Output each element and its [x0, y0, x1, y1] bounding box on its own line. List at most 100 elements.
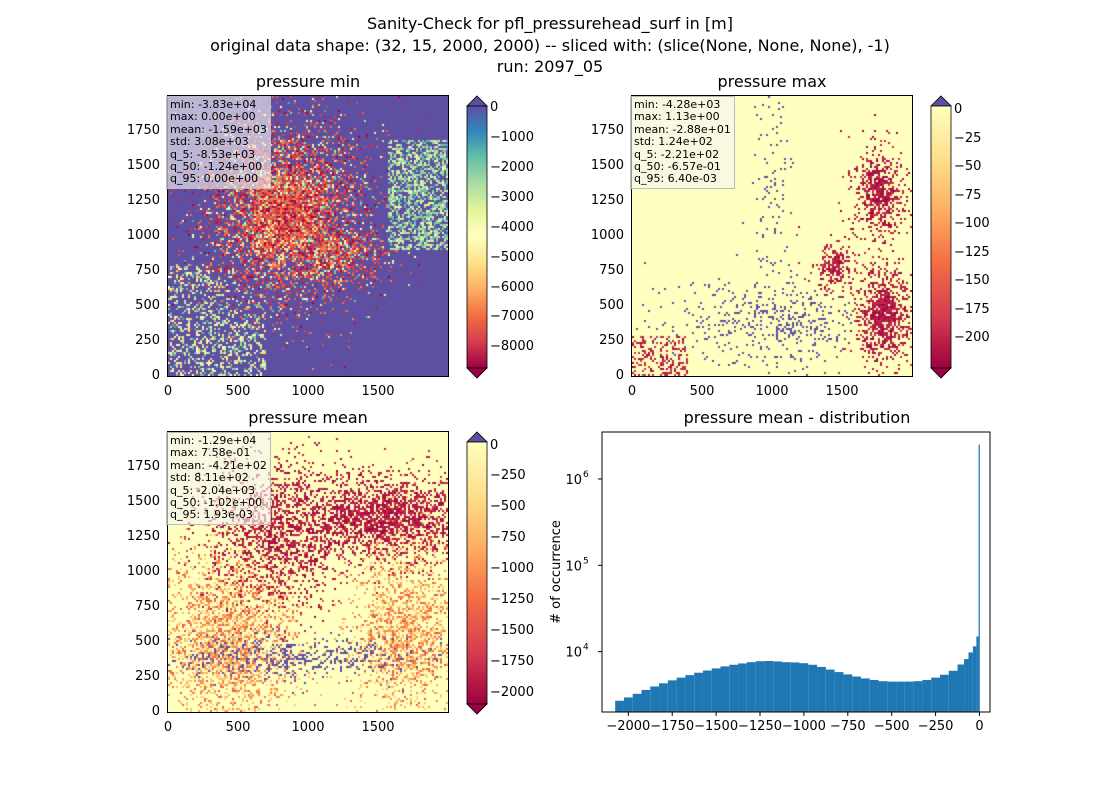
- cb-tick: −3000: [490, 190, 534, 205]
- y-tick: 1750: [126, 459, 160, 474]
- cb-tick: −500: [490, 499, 526, 514]
- x-tick: 1500: [361, 384, 395, 399]
- x-tick: 0: [163, 720, 173, 735]
- histogram-bar: [659, 683, 668, 712]
- histogram-bar: [904, 681, 914, 712]
- cb-tick: −125: [954, 245, 990, 260]
- y-tick: 0: [615, 368, 624, 383]
- stats-box-mean: min: -1.29e+04 max: 7.58e-01 mean: -4.21…: [166, 432, 271, 525]
- cb-tick: −6000: [490, 280, 534, 295]
- y-tick-exponent: 6: [583, 470, 589, 480]
- histogram-bar: [773, 661, 782, 712]
- y-tick: 1000: [590, 228, 624, 243]
- x-tick: 1000: [291, 384, 325, 399]
- figure-title-line1: Sanity-Check for pfl_pressurehead_surf i…: [367, 14, 733, 33]
- cb-tick: −7000: [490, 309, 534, 324]
- histogram-bar: [887, 681, 897, 712]
- histogram-bar: [825, 669, 835, 712]
- x-tick: 500: [225, 384, 251, 399]
- cb-tick: −8000: [490, 339, 534, 354]
- histogram-bar: [676, 677, 686, 712]
- x-tick-label: −500: [874, 719, 910, 734]
- cb-tick: −25: [954, 131, 982, 146]
- histogram-bar: [632, 693, 642, 712]
- histogram-bar: [964, 659, 969, 712]
- cb-tick: −75: [954, 188, 982, 203]
- panel-title-mean: pressure mean: [248, 408, 368, 427]
- histogram-bar: [694, 672, 703, 712]
- cb-tick: −2000: [490, 685, 534, 700]
- histogram-bar: [641, 689, 651, 712]
- hist-title: pressure mean - distribution: [683, 408, 911, 427]
- y-tick: 1500: [126, 158, 160, 173]
- cb-tick: −50: [954, 159, 982, 174]
- histogram-bar: [957, 664, 965, 712]
- x-tick-label: −1250: [738, 719, 782, 734]
- y-tick: 250: [135, 669, 160, 684]
- cb-tick: −1000: [490, 561, 534, 576]
- x-tick-label: −1500: [694, 719, 738, 734]
- colorbar-min: [466, 95, 488, 379]
- y-tick: 1500: [590, 158, 624, 173]
- histogram-bar: [781, 662, 791, 712]
- x-tick-label: −2000: [606, 719, 650, 734]
- cb-tick: −150: [954, 273, 990, 288]
- panel-title-min: pressure min: [255, 72, 361, 91]
- hist-x-ticks: −2000 −1750 −1500 −1250 −1000 −750 −500 −250 0: [606, 712, 984, 734]
- figure-title-line2: original data shape: (32, 15, 2000, 2000…: [210, 36, 890, 55]
- y-tick: 1750: [126, 123, 160, 138]
- y-tick: 250: [599, 333, 624, 348]
- cb-tick: −100: [954, 216, 990, 231]
- x-tick: 0: [163, 384, 173, 399]
- histogram-bar: [799, 663, 809, 712]
- x-tick-label: −1750: [650, 719, 694, 734]
- cb-tick: 0: [490, 438, 499, 453]
- histogram-bar: [913, 681, 923, 712]
- x-tick: 1500: [361, 720, 395, 735]
- cb-tick: −2000: [490, 160, 534, 175]
- y-tick: 500: [135, 634, 160, 649]
- y-tick-label: 10: [565, 473, 582, 488]
- colorbar-mean: [466, 431, 488, 715]
- cb-tick: −4000: [490, 220, 534, 235]
- histogram-bars: [615, 444, 980, 712]
- histogram-bar: [746, 662, 756, 712]
- y-tick: 0: [151, 368, 160, 383]
- y-tick: 250: [135, 333, 160, 348]
- y-tick: 1250: [126, 529, 160, 544]
- histogram-bar: [968, 652, 973, 712]
- histogram-bar: [939, 674, 949, 712]
- cb-tick: −1500: [490, 623, 534, 638]
- x-tick: 1000: [755, 384, 789, 399]
- x-tick: 0: [627, 384, 637, 399]
- histogram-bar: [869, 679, 879, 712]
- cb-tick: −1250: [490, 592, 534, 607]
- y-tick: 750: [135, 599, 160, 614]
- histogram-bar: [878, 681, 888, 712]
- cb-tick: 0: [490, 100, 499, 115]
- colorbar-max: [930, 95, 952, 379]
- y-tick: 1250: [590, 193, 624, 208]
- cb-tick: −1000: [490, 130, 534, 145]
- histogram-bar: [972, 646, 977, 712]
- y-tick-label: 10: [565, 646, 582, 661]
- histogram-bar: [615, 700, 624, 712]
- cb-tick: −250: [490, 468, 526, 483]
- histogram-chart: −2000 −1750 −1500 −1250 −1000 −750 −500 −250 0 1…: [549, 431, 991, 734]
- y-tick: 500: [599, 298, 624, 313]
- y-tick: 750: [135, 263, 160, 278]
- histogram-bar: [948, 670, 958, 712]
- x-tick-label: −750: [830, 719, 866, 734]
- y-tick: 1000: [126, 228, 160, 243]
- cb-tick: 0: [954, 102, 963, 117]
- histogram-bar: [978, 444, 980, 712]
- histogram-bar: [860, 678, 870, 712]
- histogram-bar: [790, 662, 800, 712]
- histogram-bar: [764, 660, 774, 712]
- y-tick: 0: [151, 704, 160, 719]
- x-tick-label: −1000: [782, 719, 826, 734]
- histogram-bar: [834, 672, 844, 712]
- y-tick: 1500: [126, 494, 160, 509]
- x-tick-label: 0: [975, 719, 983, 734]
